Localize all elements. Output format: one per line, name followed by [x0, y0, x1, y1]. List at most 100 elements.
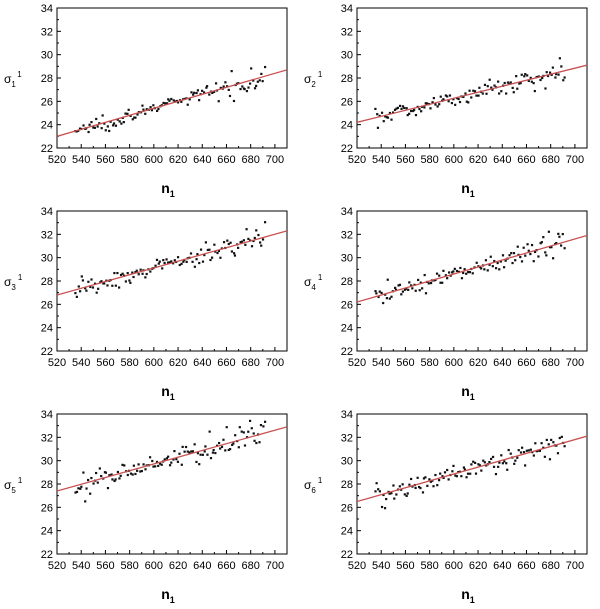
data-point — [439, 281, 442, 284]
data-point — [398, 104, 402, 107]
y-tick-label: 24 — [341, 323, 353, 335]
data-point — [385, 497, 388, 501]
data-point — [80, 485, 83, 488]
data-point — [401, 483, 404, 486]
data-point — [388, 111, 392, 115]
y-tick-label: 32 — [41, 26, 53, 38]
data-point — [412, 109, 415, 113]
data-point — [101, 114, 104, 117]
data-point — [176, 101, 180, 104]
data-point — [214, 451, 217, 455]
data-point — [154, 264, 157, 267]
data-point — [260, 72, 263, 76]
data-point — [92, 482, 95, 485]
data-point — [188, 451, 191, 454]
data-point — [508, 254, 511, 257]
data-point — [433, 279, 436, 282]
data-point — [180, 262, 183, 265]
chart-svg-3: 520 540 560 580 600 620 640 660 680 700 22 24 26 28 30… — [4, 206, 288, 402]
data-point — [222, 241, 226, 244]
x-tick-label: 660 — [217, 154, 235, 166]
data-point — [127, 108, 130, 111]
data-point — [126, 271, 129, 275]
data-point — [522, 451, 526, 454]
data-point — [243, 444, 247, 447]
data-point — [120, 122, 123, 125]
data-point — [446, 468, 449, 472]
data-point — [474, 461, 477, 464]
data-point — [225, 426, 228, 429]
x-tick-label: 620 — [169, 154, 187, 166]
data-point — [139, 470, 142, 473]
data-point — [230, 70, 233, 73]
data-point — [119, 273, 123, 277]
data-point — [548, 458, 552, 461]
data-point — [498, 268, 501, 271]
data-point — [406, 114, 409, 117]
data-point — [374, 490, 377, 493]
data-point — [485, 92, 488, 95]
data-point — [166, 102, 169, 105]
data-point — [230, 250, 234, 253]
data-point — [507, 448, 510, 452]
data-point — [256, 80, 259, 83]
chart-svg-2: 520 540 560 580 600 620 640 660 680 700 22 24 26 28 30… — [304, 3, 588, 199]
data-point — [199, 453, 202, 456]
data-point — [232, 442, 235, 445]
y-tick-label: 26 — [341, 96, 353, 108]
data-point — [118, 477, 121, 480]
y-tick-label: 24 — [41, 120, 53, 132]
data-point — [557, 232, 560, 235]
data-point — [488, 263, 491, 266]
data-point — [400, 293, 403, 296]
data-point — [111, 478, 114, 481]
data-point — [257, 233, 260, 237]
data-point — [195, 258, 198, 261]
y-tick-label: 22 — [341, 143, 353, 155]
data-point — [196, 452, 200, 455]
data-point — [486, 85, 489, 88]
data-point — [103, 122, 106, 125]
data-point — [193, 443, 196, 446]
data-point — [219, 256, 222, 259]
data-point — [453, 267, 456, 270]
data-point — [470, 463, 473, 466]
data-point — [134, 472, 137, 476]
data-point — [535, 450, 538, 453]
data-point — [441, 281, 444, 284]
data-point — [217, 100, 220, 103]
data-point — [548, 246, 552, 249]
data-point — [514, 259, 517, 262]
data-point — [483, 268, 486, 271]
data-point — [385, 116, 388, 119]
data-point — [557, 73, 560, 76]
y-tick-label: 28 — [41, 479, 53, 491]
x-tick-label: 660 — [517, 560, 535, 572]
data-point — [484, 259, 488, 262]
data-point — [378, 290, 381, 293]
data-point — [191, 260, 194, 263]
x-tick-label: 540 — [72, 560, 90, 572]
data-point — [377, 295, 380, 299]
data-point — [258, 79, 261, 82]
data-point — [396, 106, 400, 109]
data-point — [420, 110, 423, 113]
data-point — [483, 83, 487, 86]
data-point — [477, 94, 480, 97]
data-point — [131, 473, 134, 476]
data-point — [245, 228, 248, 231]
y-tick-label: 32 — [41, 432, 53, 444]
data-point — [250, 427, 253, 430]
data-point — [135, 269, 138, 272]
data-point — [519, 81, 522, 85]
data-point — [390, 295, 393, 298]
y-tick-label: 34 — [341, 3, 353, 15]
x-tick-label: 660 — [217, 357, 235, 369]
data-point — [113, 271, 116, 275]
data-point — [182, 260, 185, 263]
data-point — [375, 292, 378, 295]
data-point — [137, 273, 140, 276]
data-point — [234, 434, 237, 437]
data-point — [550, 246, 553, 249]
x-tick-label: 540 — [372, 357, 390, 369]
